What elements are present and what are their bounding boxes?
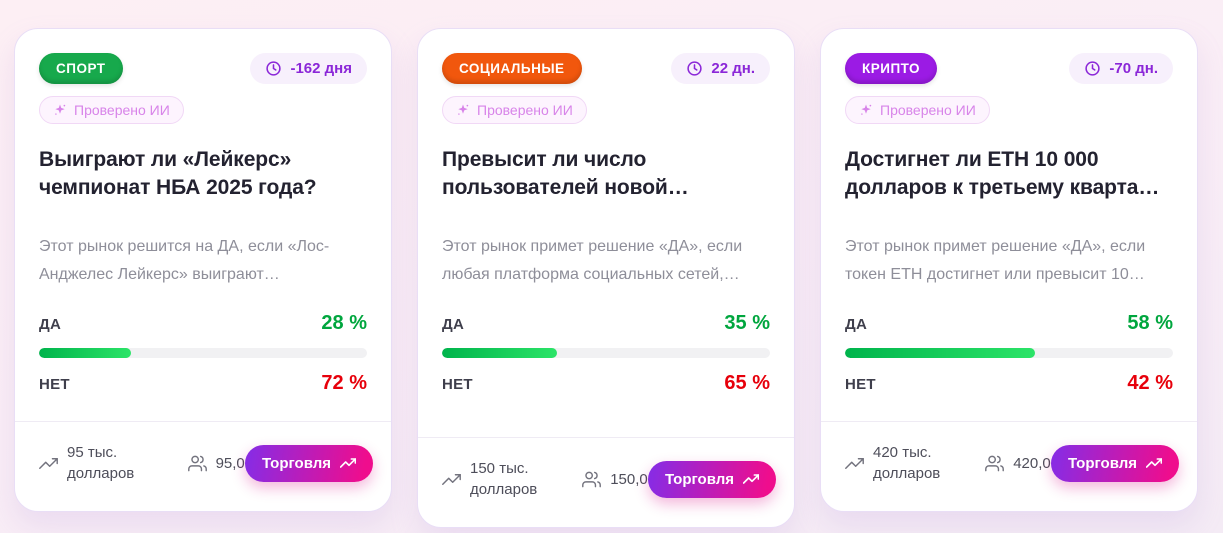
users-icon xyxy=(187,455,207,472)
ai-verified-label: Проверено ИИ xyxy=(477,102,573,118)
yes-label: ДА xyxy=(39,315,62,333)
badge-group: КРИПТО Проверено ИИ xyxy=(845,53,1061,124)
deadline-label: -70 дн. xyxy=(1109,60,1158,77)
trending-up-icon xyxy=(743,474,759,485)
market-card-crypto: КРИПТО Проверено ИИ -70 дн. Достигнет ли… xyxy=(820,28,1198,512)
market-description: Этот рынок примет решение «ДА», если люб… xyxy=(442,238,743,284)
ai-verified-badge: Проверено ИИ xyxy=(39,96,184,124)
market-card-sport: СПОРТ Проверено ИИ -162 дня Выиграют ли … xyxy=(14,28,392,512)
probability-bar xyxy=(442,347,770,358)
trending-up-icon xyxy=(340,458,356,469)
volume-stat: 95 тыс. долларов xyxy=(39,442,155,486)
deadline-badge: -162 дня xyxy=(250,53,367,84)
deadline-label: 22 дн. xyxy=(711,60,755,77)
yes-percent: 35 % xyxy=(724,311,770,334)
market-card-social: СОЦИАЛЬНЫЕ Проверено ИИ 22 дн. Превысит … xyxy=(417,28,795,528)
trade-button[interactable]: Торговля xyxy=(1050,444,1179,482)
trade-button-label: Торговля xyxy=(664,470,734,488)
market-description: Этот рынок решится на ДА, если «Лос-Андж… xyxy=(39,238,330,284)
deadline-label: -162 дня xyxy=(290,60,352,77)
deadline-badge: 22 дн. xyxy=(671,53,770,84)
market-description: Этот рынок примет решение «ДА», если ток… xyxy=(845,238,1146,284)
probability-bar-fill xyxy=(845,347,1036,358)
trade-button[interactable]: Торговля xyxy=(647,460,776,498)
volume-value: 150 тыс. долларов xyxy=(470,459,538,499)
sparkle-icon xyxy=(861,104,872,115)
trade-button[interactable]: Торговля xyxy=(244,444,373,482)
card-footer: 95 тыс. долларов 95,0 K Торговля xyxy=(15,420,391,486)
outcomes-block: ДА 58 % НЕТ 42 % xyxy=(845,312,1173,395)
category-badge[interactable]: СПОРТ xyxy=(39,53,123,84)
probability-bar-fill xyxy=(39,347,131,358)
ai-verified-badge: Проверено ИИ xyxy=(442,96,587,124)
volume-value: 420 тыс. долларов xyxy=(873,443,941,483)
probability-bar xyxy=(845,347,1173,358)
probability-bar-fill xyxy=(442,347,557,358)
category-badge[interactable]: СОЦИАЛЬНЫЕ xyxy=(442,53,582,84)
trending-up-icon xyxy=(442,473,461,485)
clock-icon xyxy=(687,61,703,76)
yes-row: ДА 28 % xyxy=(39,312,367,335)
probability-bar xyxy=(39,347,367,358)
no-label: НЕТ xyxy=(442,375,473,393)
no-row: НЕТ 42 % xyxy=(845,372,1173,395)
clock-icon xyxy=(266,61,282,76)
yes-percent: 28 % xyxy=(321,311,367,334)
clock-icon xyxy=(1085,61,1101,76)
no-label: НЕТ xyxy=(845,375,876,393)
badge-group: СПОРТ Проверено ИИ xyxy=(39,53,242,124)
yes-row: ДА 58 % xyxy=(845,312,1173,335)
users-icon xyxy=(582,471,602,488)
outcomes-block: ДА 35 % НЕТ 65 % xyxy=(442,312,770,395)
market-title[interactable]: Превысит ли число пользователей новой… xyxy=(442,148,689,200)
category-badge[interactable]: КРИПТО xyxy=(845,53,938,84)
volume-stat: 150 тыс. долларов xyxy=(442,458,558,502)
no-percent: 65 % xyxy=(724,371,770,394)
ai-verified-label: Проверено ИИ xyxy=(880,102,976,118)
card-header: КРИПТО Проверено ИИ -70 дн. xyxy=(845,53,1173,124)
ai-verified-badge: Проверено ИИ xyxy=(845,96,990,124)
trade-button-label: Торговля xyxy=(1067,454,1137,472)
market-title[interactable]: Выиграют ли «Лейкерс» чемпионат НБА 2025… xyxy=(39,148,317,200)
volume-value: 95 тыс. долларов xyxy=(67,443,135,483)
card-footer: 150 тыс. долларов 150,0 K Торговля xyxy=(418,436,794,502)
yes-row: ДА 35 % xyxy=(442,312,770,335)
card-header: СПОРТ Проверено ИИ -162 дня xyxy=(39,53,367,124)
trending-up-icon xyxy=(1146,458,1162,469)
trending-up-icon xyxy=(845,457,864,469)
trade-button-label: Торговля xyxy=(261,454,331,472)
card-header: СОЦИАЛЬНЫЕ Проверено ИИ 22 дн. xyxy=(442,53,770,124)
sparkle-icon xyxy=(55,104,66,115)
no-row: НЕТ 72 % xyxy=(39,372,367,395)
card-footer: 420 тыс. долларов 420,0 K Торговля xyxy=(821,420,1197,486)
outcomes-block: ДА 28 % НЕТ 72 % xyxy=(39,312,367,395)
deadline-badge: -70 дн. xyxy=(1069,53,1173,84)
market-title[interactable]: Достигнет ли ETH 10 000 долларов к треть… xyxy=(845,148,1160,200)
no-label: НЕТ xyxy=(39,375,70,393)
sparkle-icon xyxy=(458,104,469,115)
trending-up-icon xyxy=(39,457,58,469)
users-icon xyxy=(985,455,1005,472)
yes-percent: 58 % xyxy=(1127,311,1173,334)
yes-label: ДА xyxy=(442,315,465,333)
yes-label: ДА xyxy=(845,315,868,333)
ai-verified-label: Проверено ИИ xyxy=(74,102,170,118)
no-percent: 42 % xyxy=(1127,371,1173,394)
no-percent: 72 % xyxy=(321,371,367,394)
no-row: НЕТ 65 % xyxy=(442,372,770,395)
badge-group: СОЦИАЛЬНЫЕ Проверено ИИ xyxy=(442,53,663,124)
volume-stat: 420 тыс. долларов xyxy=(845,442,961,486)
